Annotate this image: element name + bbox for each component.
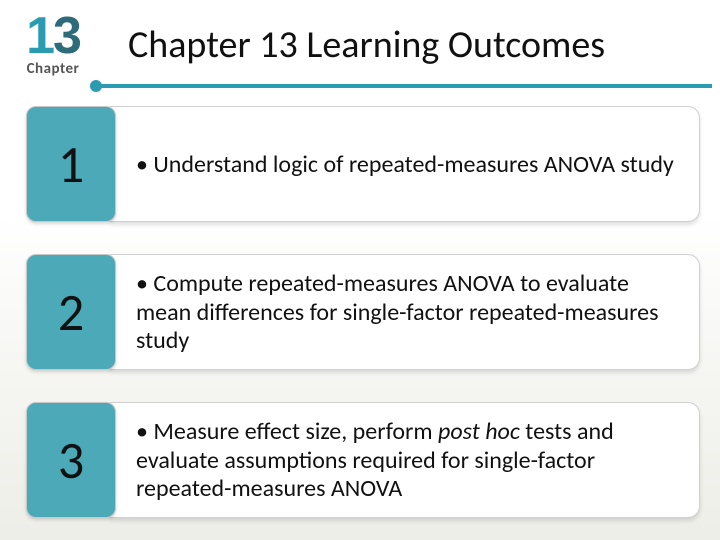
item-body: • Compute repeated-measures ANOVA to eva… — [110, 254, 700, 370]
chapter-badge: 13 Chapter — [8, 6, 98, 78]
rule-line — [100, 84, 712, 88]
item-body: • Measure effect size, perform post hoc … — [110, 402, 700, 518]
chapter-number: 13 — [8, 6, 98, 66]
item-text: • Measure effect size, perform post hoc … — [136, 418, 681, 504]
chapter-label: Chapter — [8, 60, 98, 78]
chapter-digit-2: 3 — [53, 7, 80, 65]
title-rule — [90, 80, 712, 92]
item-text: • Compute repeated-measures ANOVA to eva… — [136, 270, 681, 356]
item-number: 1 — [26, 106, 116, 222]
item-text-before: Measure effect size, perform — [153, 417, 438, 446]
list-item: 1 • Understand logic of repeated-measure… — [26, 106, 700, 222]
item-text-before: Understand logic of repeated-measures AN… — [153, 150, 673, 179]
item-text: • Understand logic of repeated-measures … — [136, 151, 674, 180]
chapter-digit-1: 1 — [26, 7, 53, 65]
bullet-icon: • — [136, 150, 148, 179]
bullet-icon: • — [136, 269, 148, 298]
bullet-icon: • — [136, 417, 148, 446]
outcome-list: 1 • Understand logic of repeated-measure… — [26, 106, 700, 540]
item-number: 2 — [26, 254, 116, 370]
page-title: Chapter 13 Learning Outcomes — [128, 22, 605, 68]
item-number: 3 — [26, 402, 116, 518]
item-body: • Understand logic of repeated-measures … — [110, 106, 700, 222]
list-item: 3 • Measure effect size, perform post ho… — [26, 402, 700, 518]
item-text-before: Compute repeated-measures ANOVA to evalu… — [136, 269, 659, 356]
item-text-italic: post hoc — [438, 417, 520, 446]
list-item: 2 • Compute repeated-measures ANOVA to e… — [26, 254, 700, 370]
